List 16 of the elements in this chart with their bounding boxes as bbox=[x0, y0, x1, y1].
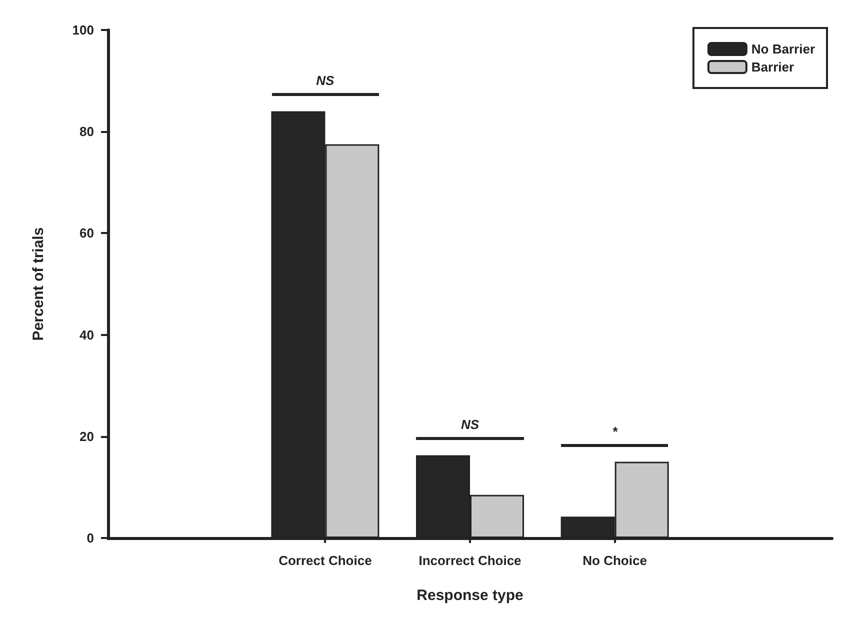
legend-label: No Barrier bbox=[751, 42, 815, 56]
y-tick-label: 40 bbox=[80, 327, 94, 342]
y-tick-label: 60 bbox=[80, 226, 94, 241]
y-tick-label: 20 bbox=[80, 428, 94, 444]
legend-label: Barrier bbox=[751, 60, 794, 74]
y-axis-title: Percent of trials bbox=[30, 227, 47, 341]
significance-bracket: NS bbox=[272, 73, 379, 96]
x-tick-label: Correct Choice bbox=[278, 553, 372, 568]
significance-bracket: * bbox=[561, 424, 668, 447]
y-tick-label: 100 bbox=[72, 22, 94, 38]
x-axis-title: Response type bbox=[416, 587, 524, 604]
significance-bracket: NS bbox=[416, 417, 524, 440]
y-tick-label: 0 bbox=[86, 530, 94, 546]
x-tick-label: No Choice bbox=[582, 553, 647, 568]
y-tick-label: 80 bbox=[80, 124, 94, 140]
x-tick-label: Incorrect Choice bbox=[418, 553, 522, 568]
